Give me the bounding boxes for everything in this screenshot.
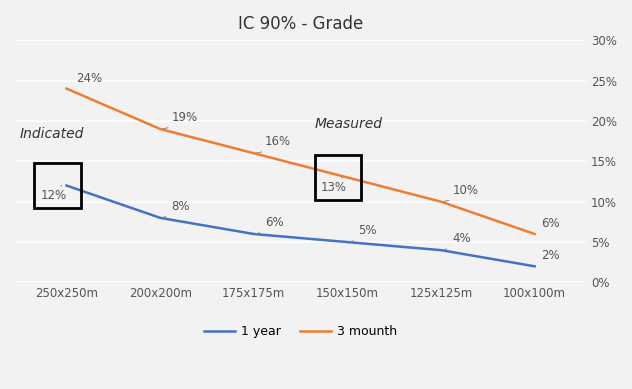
3 mounth (250, 151, 258, 156)
Text: 4%: 4% (444, 232, 471, 250)
Bar (315, 155, 362, 200)
Text: Indicated: Indicated (20, 127, 84, 141)
3 mounth (63, 86, 70, 91)
Text: 6%: 6% (541, 217, 560, 230)
Text: 2%: 2% (541, 249, 560, 262)
Text: 12%: 12% (40, 186, 66, 202)
Line: 1 year: 1 year (66, 186, 535, 266)
Text: 10%: 10% (444, 184, 478, 202)
1 year (156, 216, 164, 220)
Text: 19%: 19% (163, 111, 197, 129)
Text: Measured: Measured (315, 117, 382, 131)
3 mounth (156, 127, 164, 131)
Text: 24%: 24% (76, 72, 102, 84)
1 year (531, 264, 538, 269)
Text: 6%: 6% (257, 216, 284, 233)
1 year (250, 232, 258, 237)
Line: 3 mounth: 3 mounth (66, 89, 535, 234)
Title: IC 90% - Grade: IC 90% - Grade (238, 15, 363, 33)
3 mounth (437, 199, 445, 204)
1 year (63, 183, 70, 188)
Legend: 1 year, 3 mounth: 1 year, 3 mounth (198, 320, 403, 343)
Text: 13%: 13% (321, 177, 347, 194)
Text: 5%: 5% (350, 224, 377, 242)
3 mounth (531, 232, 538, 237)
1 year (344, 240, 351, 244)
Text: 8%: 8% (163, 200, 190, 217)
Bar (33, 163, 80, 208)
Text: 16%: 16% (257, 135, 291, 153)
3 mounth (344, 175, 351, 180)
1 year (437, 248, 445, 252)
